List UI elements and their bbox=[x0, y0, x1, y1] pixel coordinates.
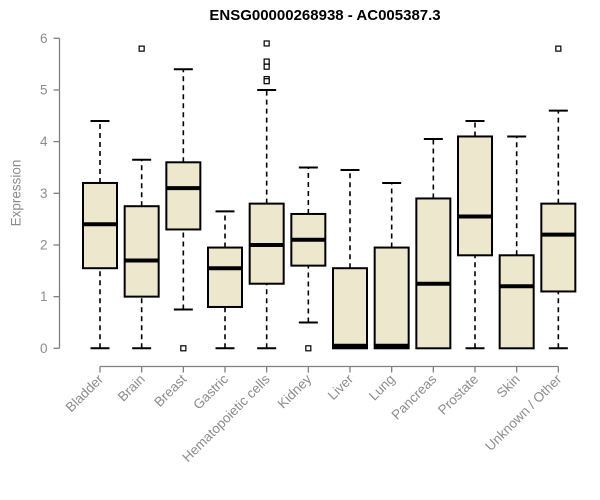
x-tick-label-kidney: Kidney bbox=[275, 371, 315, 411]
x-tick-label-unknown-other: Unknown / Other bbox=[482, 371, 565, 454]
chart-title: ENSG00000268938 - AC005387.3 bbox=[209, 7, 441, 24]
y-tick-label: 0 bbox=[40, 341, 48, 356]
y-tick-label: 2 bbox=[40, 237, 48, 252]
x-tick-label-lung: Lung bbox=[366, 372, 398, 404]
x-tick-label-gastric: Gastric bbox=[190, 371, 231, 412]
x-tick-label-pancreas: Pancreas bbox=[389, 371, 440, 422]
x-tick-label-skin: Skin bbox=[494, 372, 523, 401]
outlier-point-hematopoietic-cells bbox=[263, 40, 270, 47]
y-tick-label: 5 bbox=[40, 82, 48, 97]
x-tick-label-liver: Liver bbox=[325, 371, 357, 403]
outlier-point-hematopoietic-cells bbox=[263, 63, 270, 70]
outlier-point-breast bbox=[180, 345, 187, 352]
box-liver bbox=[332, 267, 369, 350]
box-prostate bbox=[457, 135, 494, 257]
box-pancreas bbox=[415, 197, 452, 350]
box-brain bbox=[123, 205, 160, 298]
y-tick-label: 3 bbox=[40, 186, 48, 201]
y-tick-label: 4 bbox=[40, 134, 48, 149]
outlier-point-hematopoietic-cells bbox=[263, 58, 270, 65]
box-lung bbox=[373, 246, 410, 350]
x-tick-label-prostate: Prostate bbox=[435, 372, 481, 418]
y-tick-label: 1 bbox=[40, 289, 48, 304]
outlier-point-brain bbox=[138, 45, 145, 52]
outlier-point-kidney bbox=[305, 345, 312, 352]
box-skin bbox=[498, 254, 535, 350]
outlier-point-hematopoietic-cells bbox=[263, 78, 270, 85]
x-tick-label-brain: Brain bbox=[115, 372, 148, 405]
x-tick-label-breast: Breast bbox=[151, 371, 189, 409]
y-tick-label: 6 bbox=[40, 31, 48, 46]
x-tick-label-bladder: Bladder bbox=[63, 371, 107, 415]
outlier-point-unknown-other bbox=[555, 45, 562, 52]
box-breast bbox=[165, 161, 202, 231]
box-unknown-other bbox=[540, 202, 577, 293]
box-gastric bbox=[207, 246, 244, 308]
